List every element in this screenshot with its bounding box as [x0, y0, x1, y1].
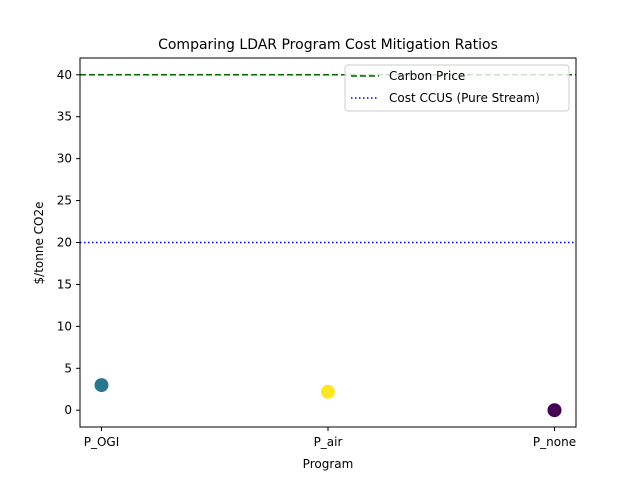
x-tick-label: P_air — [314, 435, 343, 449]
data-points — [94, 378, 562, 418]
y-tick-label: 15 — [57, 277, 72, 291]
data-point-P_OGI — [94, 378, 109, 393]
data-point-P_air — [321, 384, 335, 399]
legend-box — [344, 64, 570, 112]
y-tick-label: 0 — [64, 403, 72, 417]
y-axis-label: $/tonne CO2e — [32, 202, 46, 285]
y-tick-label: 10 — [57, 319, 72, 333]
axes: 0 5 10 15 20 25 30 35 40 P_OGI P_air P_none — [57, 57, 577, 449]
x-tick-label: P_none — [533, 435, 576, 449]
y-tick-label: 5 — [64, 361, 72, 375]
y-tick-label: 35 — [57, 110, 72, 124]
y-tick-label: 30 — [57, 152, 72, 166]
y-tick-label: 20 — [57, 236, 72, 250]
y-tick-label: 25 — [57, 194, 72, 208]
legend-entry-label: Carbon Price — [389, 69, 465, 83]
chart-title: Comparing LDAR Program Cost Mitigation R… — [158, 37, 498, 53]
x-tick-label: P_OGI — [84, 435, 120, 449]
legend: Carbon Price Cost CCUS (Pure Stream) — [344, 64, 570, 112]
x-axis-label: Program — [303, 457, 354, 471]
y-tick-label: 40 — [57, 68, 72, 82]
reference-lines — [80, 74, 576, 244]
legend-entry-label: Cost CCUS (Pure Stream) — [389, 91, 540, 105]
data-point-P_none — [547, 403, 562, 418]
